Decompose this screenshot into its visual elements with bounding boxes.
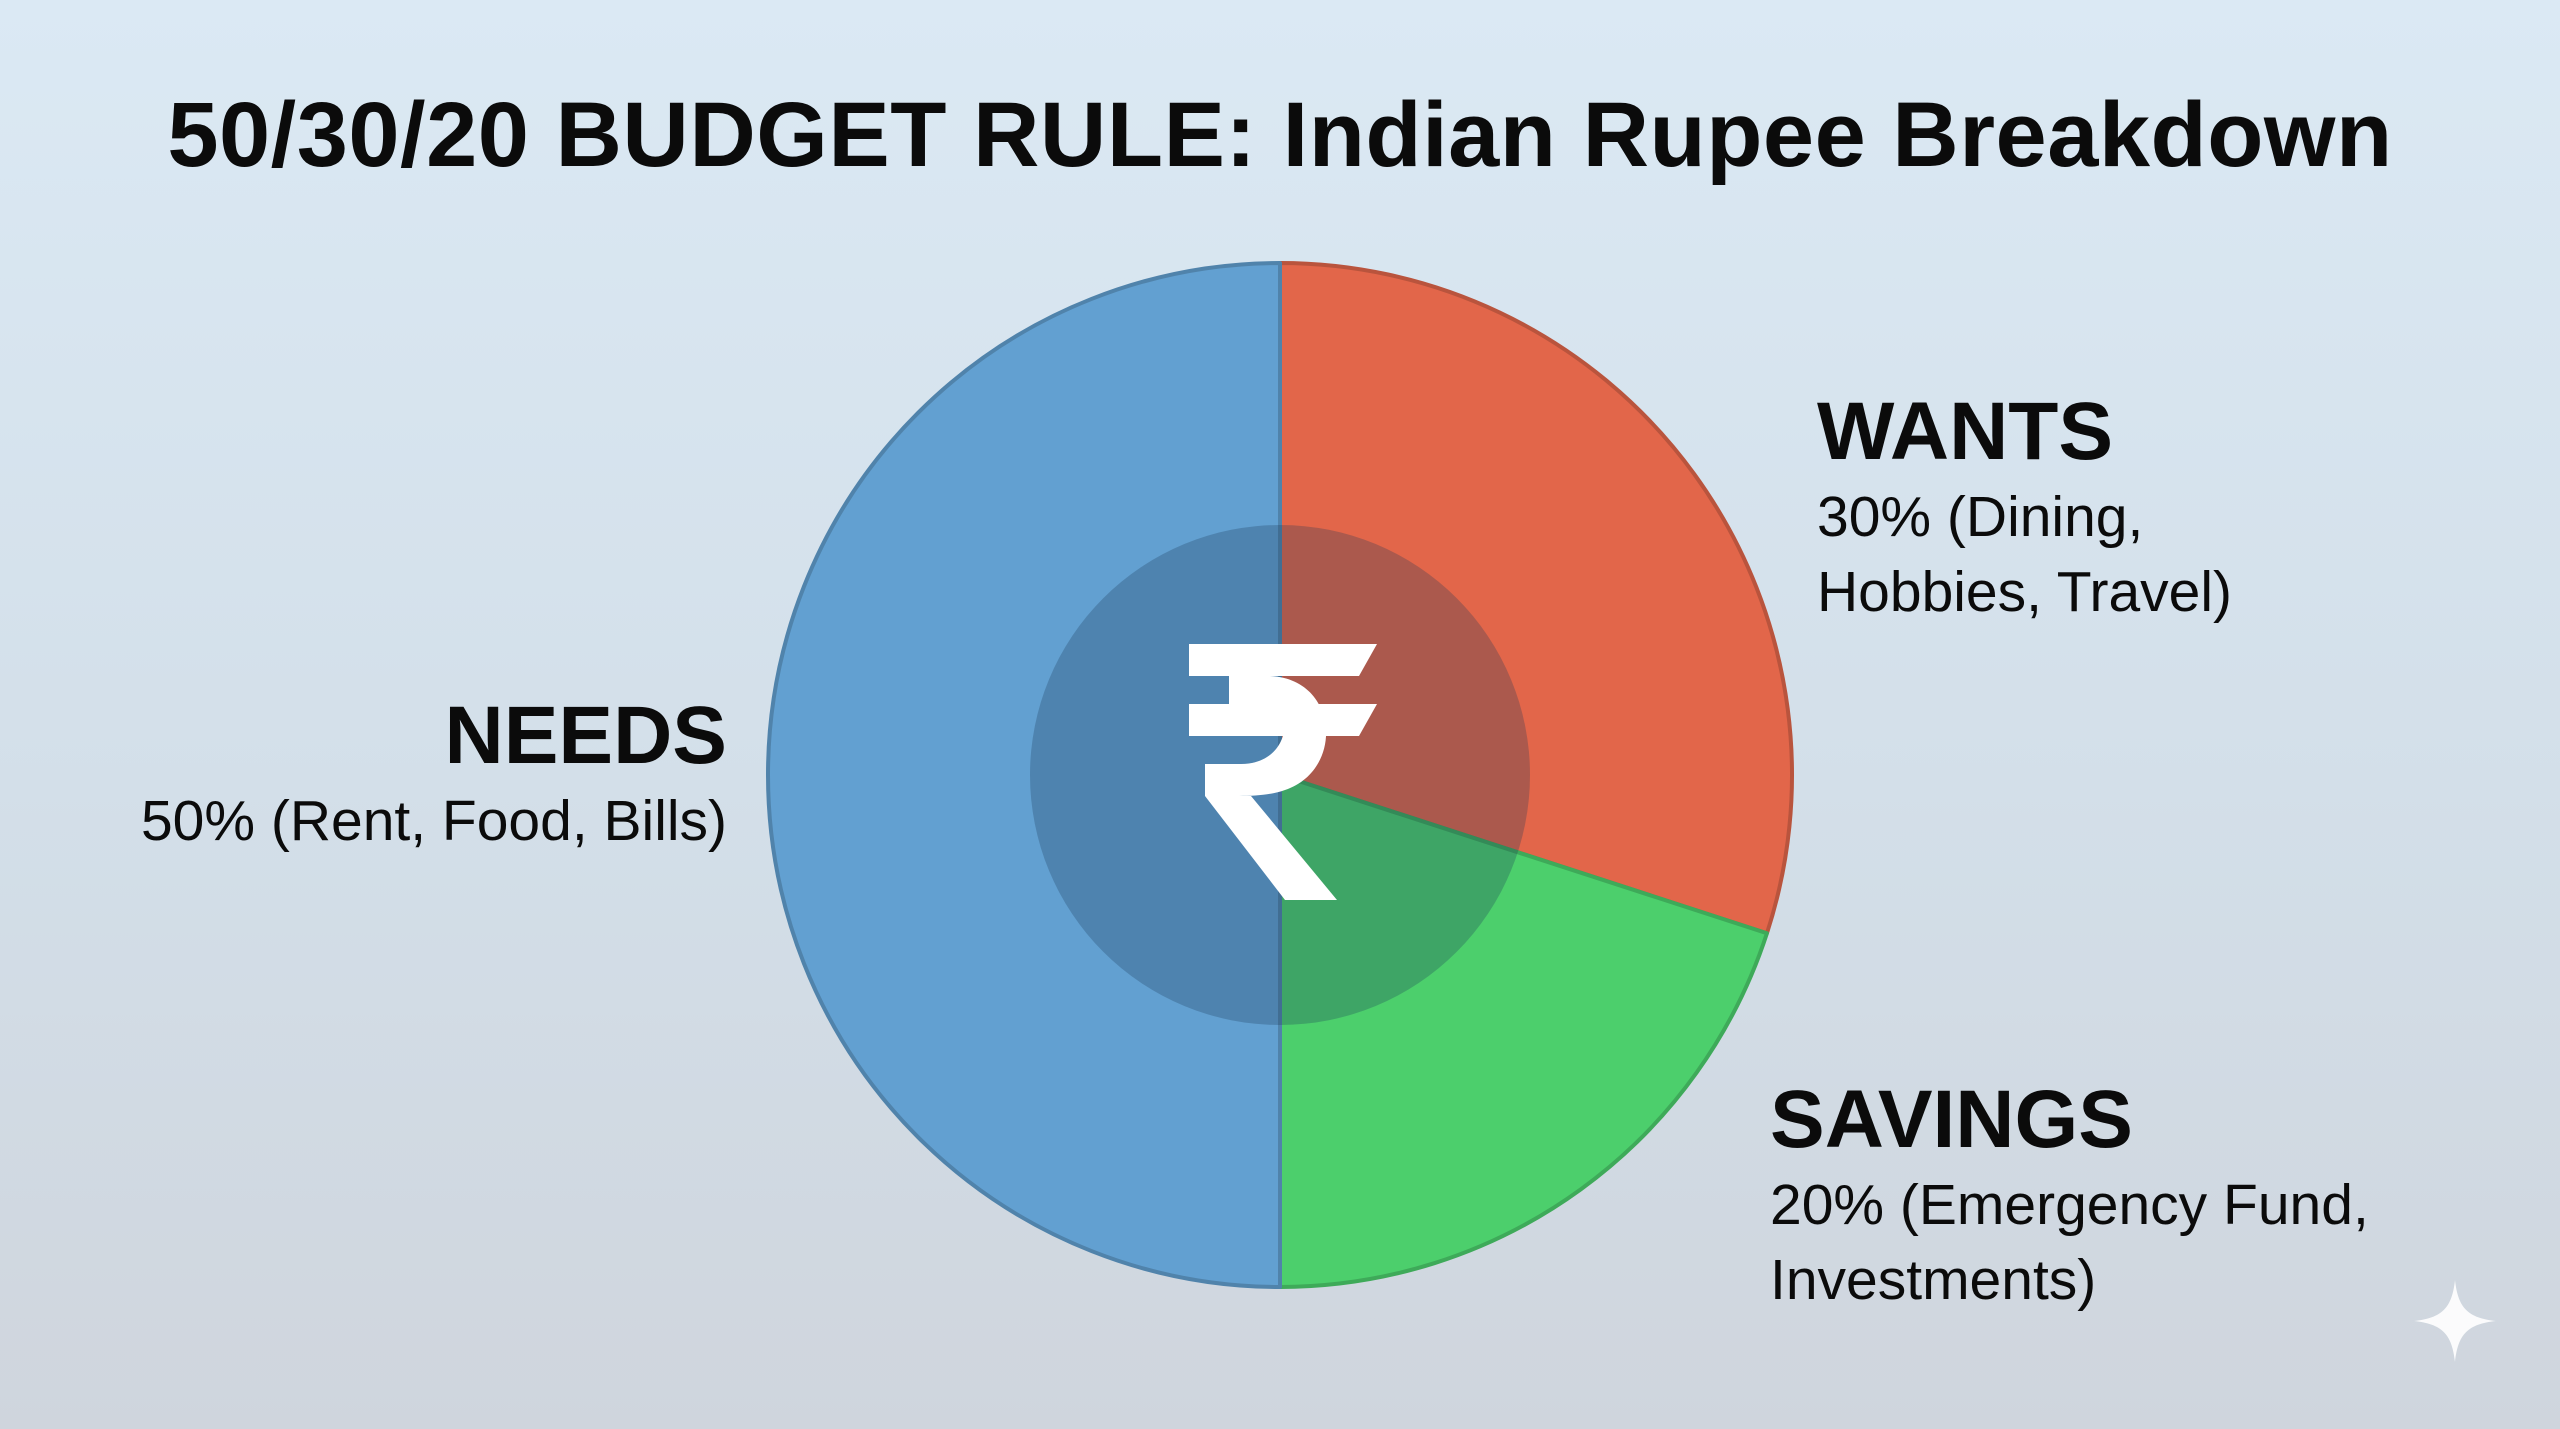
savings-heading: SAVINGS (1770, 1074, 2133, 1165)
needs-detail: 50% (Rent, Food, Bills) (140, 789, 727, 853)
pie-slices (766, 261, 1794, 1289)
savings-detail: 20% (Emergency Fund, Investments) (1770, 1173, 2369, 1312)
center-shade-wants (1280, 525, 1530, 853)
center-shade-savings (1280, 775, 1520, 1025)
wants-heading: WANTS (1817, 386, 2114, 477)
pie-slice-savings (1278, 773, 1769, 1289)
rupee-icon (1189, 644, 1377, 900)
sparkle-icon (2414, 1280, 2496, 1362)
pie-slice-wants (1278, 261, 1794, 936)
pie-slice-needs (766, 261, 1282, 1289)
wants-label: WANTS 30% (Dining, Hobbies, Travel) (1817, 384, 2287, 630)
needs-label: NEEDS 50% (Rent, Food, Bills) (141, 688, 727, 859)
chart-title: 50/30/20 BUDGET RULE: Indian Rupee Break… (167, 84, 2393, 186)
needs-heading: NEEDS (444, 690, 727, 781)
savings-label: SAVINGS 20% (Emergency Fund, Investments… (1770, 1072, 2410, 1318)
wants-detail: 30% (Dining, Hobbies, Travel) (1817, 485, 2233, 624)
